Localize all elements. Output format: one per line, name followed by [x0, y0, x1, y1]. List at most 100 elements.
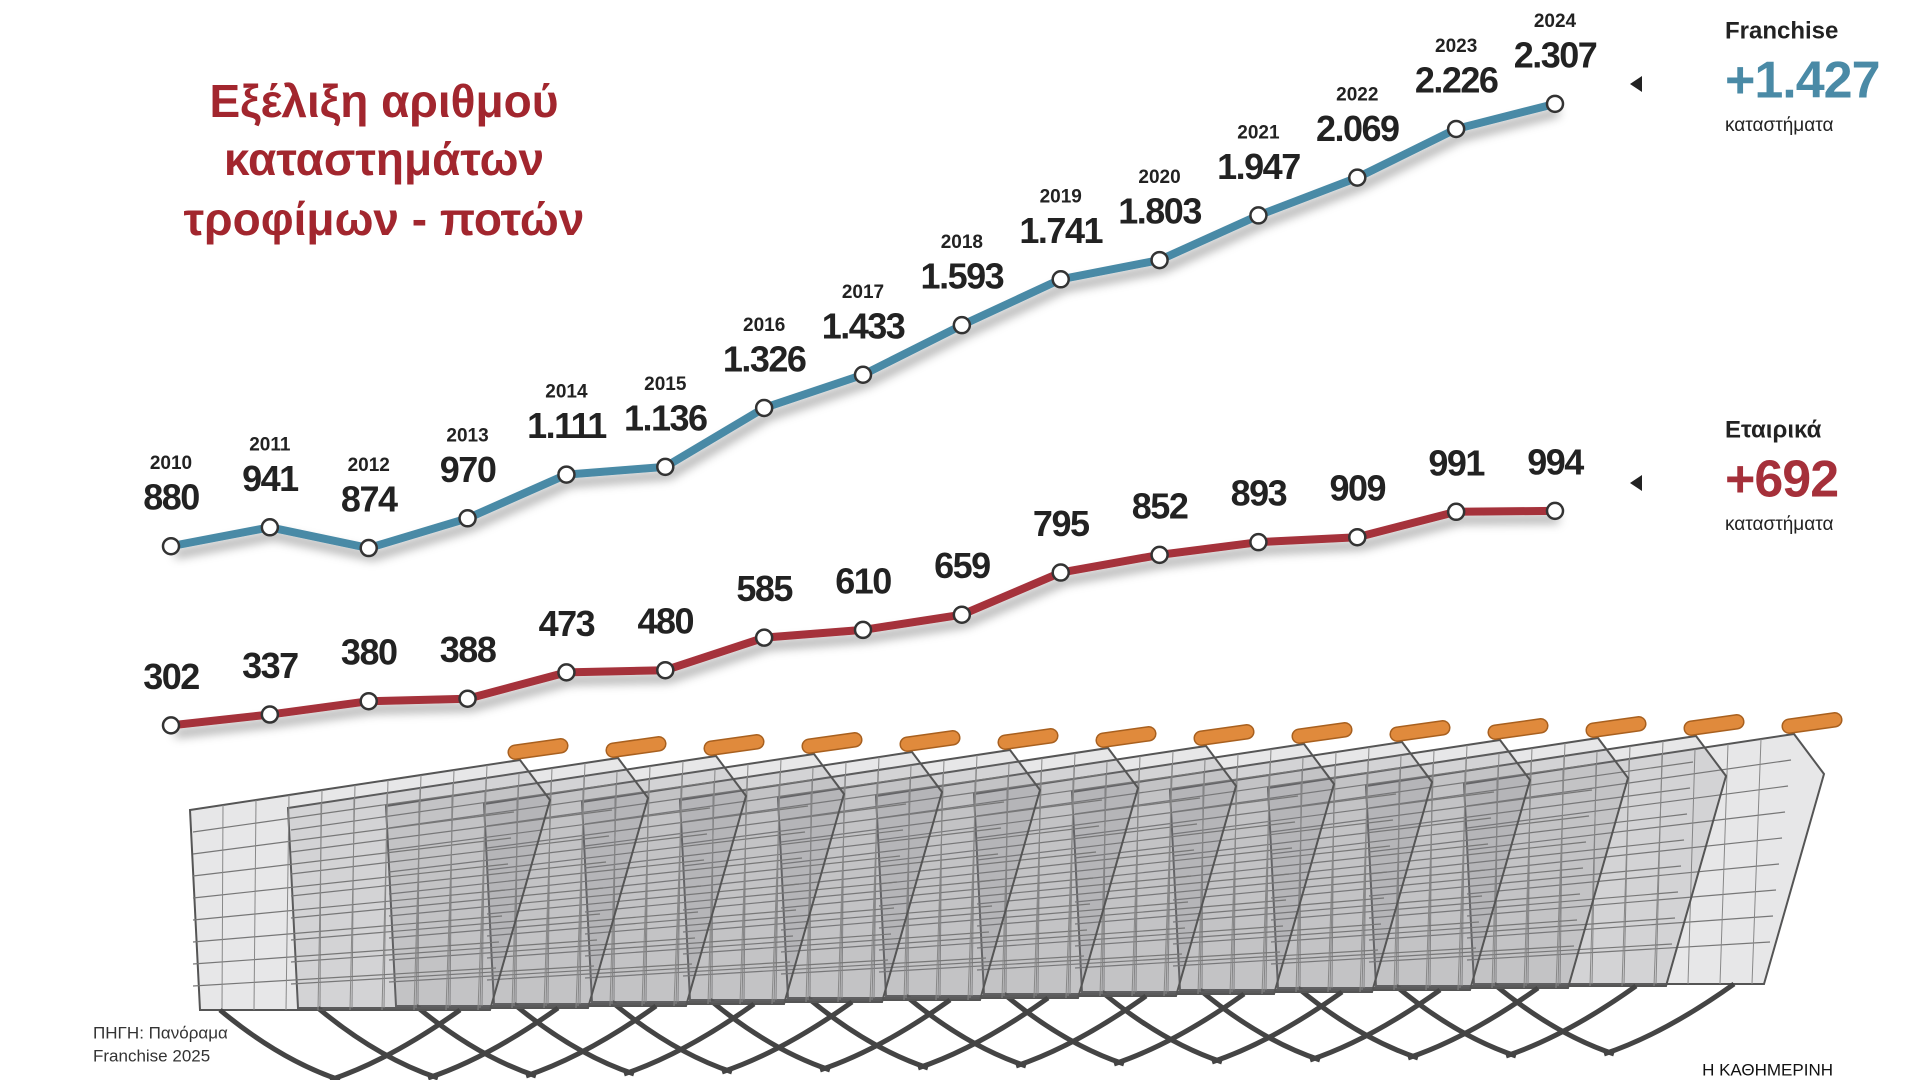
- cart-wire: [1368, 943, 1673, 963]
- cart-legs: [610, 999, 854, 1075]
- legend-label: Εταιρικά: [1725, 416, 1822, 443]
- point: [754, 628, 774, 647]
- cart-wire: [1457, 744, 1468, 991]
- cart-wire: [780, 877, 1094, 909]
- chart-title: καταστημάτων: [224, 133, 544, 185]
- cart-wire: [707, 768, 716, 1005]
- x-tick-label: 2019: [1040, 186, 1082, 207]
- cart-wire: [584, 907, 895, 935]
- x-tick-label: 2015: [644, 374, 687, 395]
- cart-handle: [703, 734, 765, 756]
- value-label: 388: [440, 629, 496, 670]
- cart-handle: [997, 728, 1059, 750]
- cart-wire: [805, 766, 814, 1003]
- cart-wire: [1368, 813, 1688, 853]
- cart-wire: [1327, 751, 1337, 993]
- cart-wire: [192, 863, 509, 899]
- cart-wire: [1172, 817, 1492, 857]
- cart-wire: [682, 853, 999, 889]
- value-label: 585: [736, 568, 793, 609]
- change-label: +1.427: [1725, 52, 1880, 110]
- cart-wire: [878, 901, 1189, 929]
- cart-legs: [1492, 981, 1736, 1057]
- cart-wire: [1172, 895, 1483, 923]
- value-label: 1.433: [822, 305, 905, 346]
- cart-wire: [1621, 745, 1631, 987]
- cart-wire: [192, 785, 518, 833]
- cart-wire: [317, 789, 323, 1011]
- cart-legs: [1100, 989, 1344, 1065]
- cart-wire: [486, 883, 800, 915]
- value-label: 1.136: [624, 397, 707, 438]
- cart-wire: [673, 760, 684, 1007]
- point: [1150, 250, 1169, 270]
- cart-wire: [486, 909, 797, 937]
- cart-wire: [1172, 869, 1486, 901]
- cart-wire: [771, 758, 782, 1005]
- point: [1150, 545, 1169, 565]
- cart-wire: [1074, 871, 1388, 903]
- value-label: 2.069: [1316, 108, 1399, 149]
- cart-handle: [801, 732, 863, 754]
- cart-wire: [1466, 889, 1777, 917]
- cart-wire: [780, 825, 1100, 865]
- value-label: 991: [1428, 442, 1485, 483]
- value-label: 610: [835, 560, 891, 601]
- cart: [286, 736, 667, 1080]
- cart-wire: [869, 756, 880, 1003]
- cart-wire: [1270, 945, 1575, 965]
- cart-legs: [1296, 985, 1540, 1061]
- cart-wire: [192, 889, 506, 921]
- cart-wire: [609, 770, 618, 1007]
- value-label: 659: [934, 545, 990, 586]
- value-label: 473: [539, 603, 595, 644]
- value-label: 2.226: [1415, 59, 1498, 100]
- cart-handle: [1291, 722, 1353, 744]
- point: [1051, 563, 1070, 582]
- cart-wire: [1491, 752, 1500, 989]
- point: [656, 457, 675, 477]
- cart-handle: [605, 736, 667, 758]
- point: [1446, 502, 1466, 522]
- x-tick-label: 2012: [348, 455, 390, 476]
- cart-wire: [903, 764, 912, 1001]
- cart-wire: [477, 764, 488, 1011]
- cart-handle: [1781, 712, 1843, 734]
- legend-arrow: [1630, 475, 1642, 491]
- cart-legs: [512, 1001, 756, 1077]
- cart-wire: [584, 829, 904, 869]
- cart-handle: [899, 730, 961, 752]
- cart-wire: [1295, 756, 1304, 993]
- cart-handle: [507, 738, 569, 760]
- point: [458, 509, 477, 528]
- credit: Η ΚΑΘΗΜΕΡΙΝΗ: [1702, 1060, 1833, 1079]
- cart-wire: [1099, 760, 1108, 997]
- cart-wire: [584, 855, 901, 891]
- x-tick-label: 2021: [1237, 122, 1280, 143]
- point: [458, 689, 477, 708]
- source: ΠΗΓΗ: Πανόραμα: [93, 1023, 228, 1042]
- x-tick-label: 2024: [1534, 11, 1577, 32]
- cart-wire: [1466, 941, 1771, 961]
- cart-wire: [486, 857, 803, 893]
- cart-wire: [1368, 865, 1682, 897]
- value-label: 1.326: [723, 338, 806, 379]
- value-label: 480: [637, 601, 693, 642]
- cart-wire: [290, 835, 610, 875]
- cart-wire: [682, 905, 993, 933]
- cart-legs: [1198, 987, 1442, 1063]
- cart-wire: [1163, 750, 1174, 997]
- cart-wire: [1229, 753, 1239, 995]
- x-tick-label: 2016: [743, 315, 785, 336]
- cart-legs: [1394, 983, 1638, 1059]
- point: [656, 660, 675, 680]
- x-tick-label: 2020: [1138, 167, 1180, 188]
- source: Franchise 2025: [93, 1046, 210, 1065]
- cart-wire: [1172, 947, 1477, 967]
- cart-wire: [780, 955, 1085, 975]
- cart-wire: [1074, 897, 1385, 925]
- cart-legs: [414, 1003, 658, 1079]
- cart-wire: [486, 961, 791, 981]
- cart-wire: [878, 823, 1198, 863]
